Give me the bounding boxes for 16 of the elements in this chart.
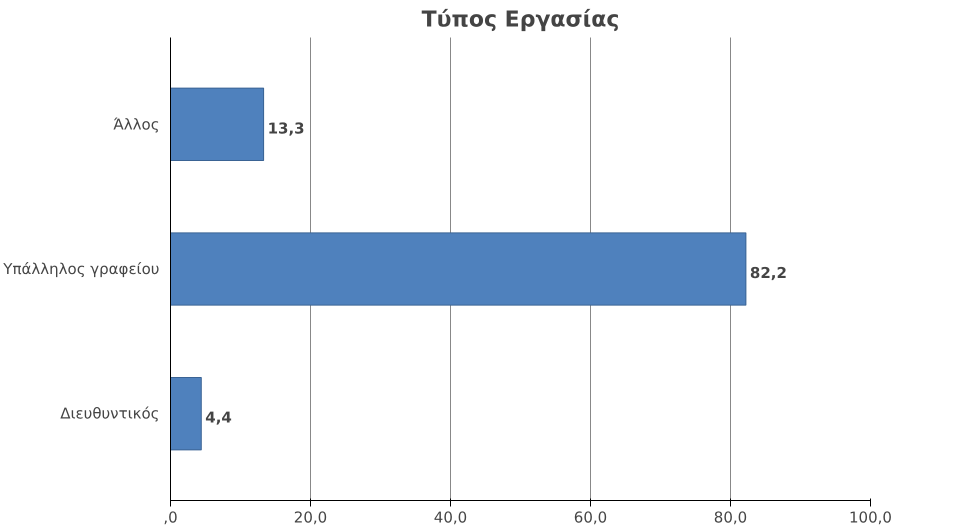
x-tick-label: ,0	[163, 508, 178, 526]
y-tick-label: Υπάλληλος γραφείου	[2, 260, 160, 278]
data-label: 13,3	[268, 119, 305, 138]
x-tick-label: 40,0	[434, 508, 468, 526]
y-tick-label: Διευθυντικός	[60, 404, 160, 423]
x-tick-label: 60,0	[574, 508, 608, 526]
data-label: 4,4	[205, 408, 232, 427]
x-tick-label: 100,0	[849, 508, 892, 526]
x-tick-label: 20,0	[294, 508, 328, 526]
bar	[170, 88, 264, 161]
x-tick-label: 80,0	[714, 508, 748, 526]
chart-title: Τύπος Εργασίας	[422, 8, 620, 32]
bar	[170, 377, 202, 450]
data-label: 82,2	[750, 264, 787, 282]
y-tick-label: Άλλος	[113, 115, 160, 134]
bar	[170, 232, 746, 306]
